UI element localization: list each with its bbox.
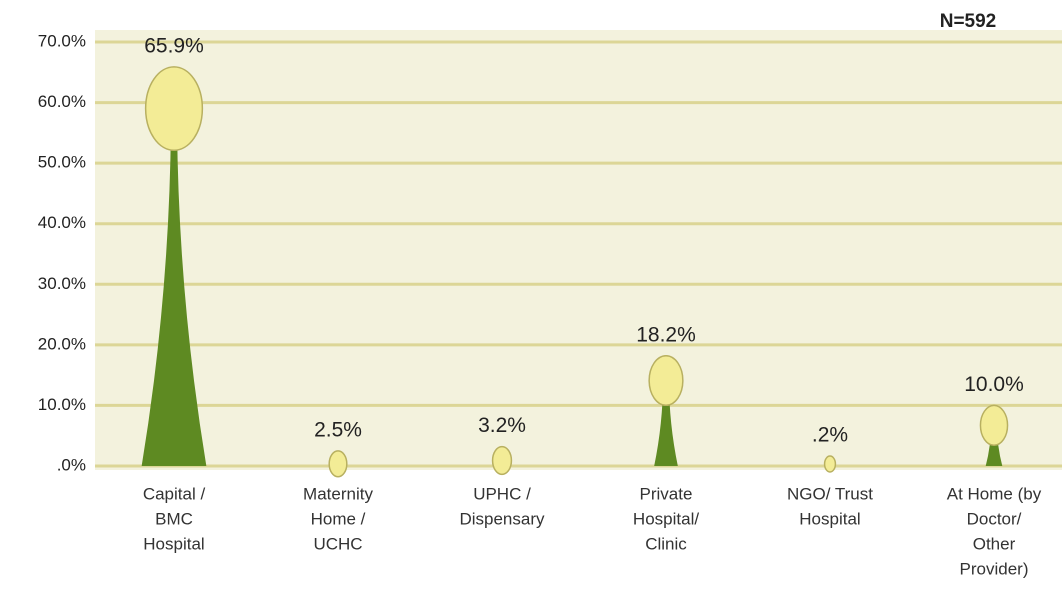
- x-tick-label: NGO/ Trust: [787, 484, 873, 503]
- x-tick-label: Hospital: [799, 509, 860, 528]
- y-tick-label: 10.0%: [38, 395, 86, 414]
- bulb: [491, 445, 513, 476]
- bulb: [979, 404, 1009, 447]
- bulb: [144, 66, 204, 152]
- y-tick-label: 70.0%: [38, 31, 86, 50]
- value-label: 10.0%: [964, 373, 1024, 396]
- x-tick-label: Dispensary: [459, 509, 545, 528]
- value-label: .2%: [812, 424, 848, 447]
- x-tick-label: Other: [973, 534, 1016, 553]
- y-tick-label: 20.0%: [38, 334, 86, 353]
- value-label: 65.9%: [144, 34, 204, 57]
- x-tick-label: UCHC: [313, 534, 362, 553]
- x-tick-label: Hospital/: [633, 509, 699, 528]
- y-tick-label: 50.0%: [38, 153, 86, 172]
- y-tick-label: 60.0%: [38, 92, 86, 111]
- x-tick-label: Clinic: [645, 534, 687, 553]
- bulb: [648, 355, 684, 407]
- y-tick-label: .0%: [57, 455, 86, 474]
- x-tick-label: Hospital: [143, 534, 204, 553]
- value-label: 3.2%: [478, 414, 526, 437]
- x-tick-label: Maternity: [303, 484, 373, 503]
- x-tick-label: Provider): [960, 559, 1029, 578]
- value-label: 2.5%: [314, 418, 362, 441]
- y-tick-label: 30.0%: [38, 274, 86, 293]
- x-tick-label: Capital /: [143, 484, 206, 503]
- x-tick-label: Home /: [311, 509, 366, 528]
- x-tick-label: UPHC /: [473, 484, 531, 503]
- stem: [654, 380, 678, 466]
- sample-size: N=592: [940, 11, 997, 32]
- bulb: [823, 455, 837, 473]
- value-label: 18.2%: [636, 323, 696, 346]
- stem: [141, 108, 207, 466]
- x-tick-label: BMC: [155, 509, 193, 528]
- x-tick-label: Private: [640, 484, 693, 503]
- bulb: [328, 450, 348, 478]
- y-tick-label: 40.0%: [38, 213, 86, 232]
- x-tick-label: Doctor/: [967, 509, 1022, 528]
- x-tick-label: At Home (by: [947, 484, 1042, 503]
